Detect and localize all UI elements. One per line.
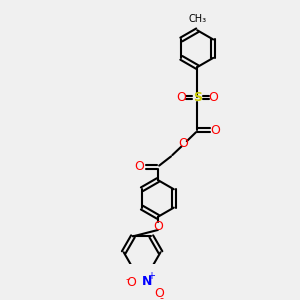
Text: O: O [208,91,218,104]
Text: O: O [211,124,220,136]
Text: -: - [125,274,129,284]
Text: +: + [147,271,155,281]
Text: N: N [142,275,153,288]
Text: O: O [127,276,136,289]
Text: O: O [178,137,188,150]
Text: O: O [154,287,164,300]
Text: O: O [135,160,144,173]
Text: CH₃: CH₃ [188,14,206,24]
Text: S: S [193,91,202,104]
Text: O: O [153,220,163,232]
Text: -: - [160,293,164,300]
Text: O: O [177,91,187,104]
